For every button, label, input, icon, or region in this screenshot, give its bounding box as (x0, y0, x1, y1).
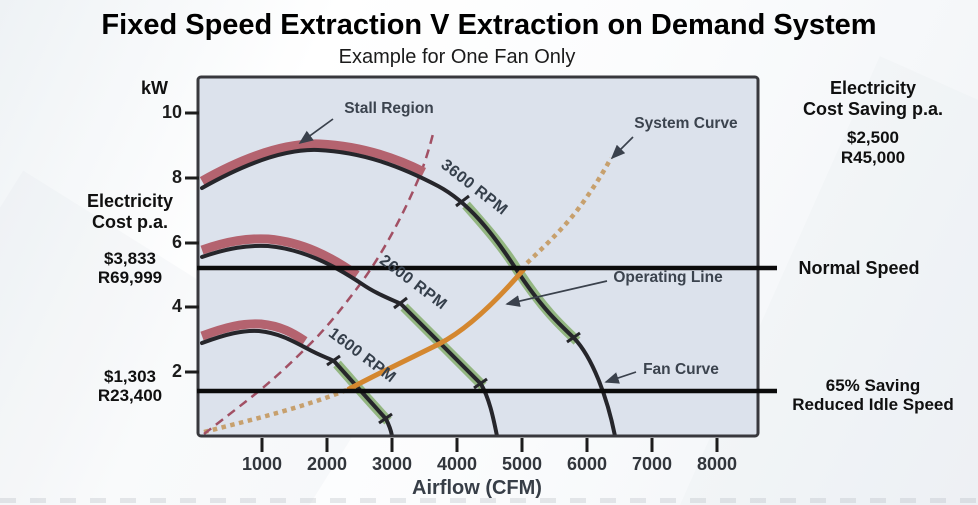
page-title: Fixed Speed Extraction V Extraction on D… (101, 9, 877, 41)
cutoff-text-fragments (0, 498, 978, 503)
x-tick-label: 3000 (371, 454, 413, 474)
heading-line: Cost Saving p.a. (802, 99, 944, 119)
stall-band-2600 (200, 234, 360, 279)
normal-cost-value: $3,833 R69,999 (50, 249, 210, 287)
cost-zar: R69,999 (97, 268, 163, 287)
operating-line-arrow (505, 280, 608, 307)
x-axis-ticks (260, 438, 719, 452)
plot-border (196, 75, 760, 438)
saving-value: $2,500 R45,000 (778, 128, 968, 168)
electricity-cost-heading: Electricity Cost p.a. (50, 191, 210, 233)
x-tick-label: 2000 (306, 454, 348, 474)
stall-band-1600 (200, 319, 308, 345)
stall-band-3600 (199, 139, 427, 185)
normal-speed-label: Normal Speed (798, 258, 920, 278)
fan-curve-arrow (604, 371, 637, 384)
system-curve-dotted-upper (525, 156, 613, 265)
x-axis-title: Airflow (CFM) (412, 477, 542, 499)
stall-region-arrow (298, 118, 334, 144)
idle-label-line: Reduced Idle Speed (792, 395, 954, 414)
stall-region-label: Stall Region (344, 100, 434, 117)
heading-line: Electricity (86, 191, 174, 211)
x-tick-label: 1000 (241, 454, 283, 474)
y-tick-label: 4 (171, 296, 182, 316)
x-tick-label: 5000 (501, 454, 543, 474)
operating-line-label: Operating Line (613, 269, 723, 286)
saving-usd: $2,500 (847, 128, 899, 147)
band-end-ticks (326, 194, 581, 425)
idle-cost-value: $1,303 R23,400 (50, 367, 210, 405)
cost-usd: $3,833 (104, 249, 156, 268)
y-tick-label: 8 (171, 167, 182, 187)
x-tick-label: 6000 (566, 454, 608, 474)
x-tick-label: 4000 (436, 454, 478, 474)
plot-area (198, 77, 758, 436)
x-tick-label: 7000 (631, 454, 673, 474)
stall-boundary-line (203, 129, 436, 435)
idle-label-line: 65% Saving (825, 376, 921, 395)
y-axis-unit-label: kW (141, 78, 168, 98)
cost-saving-heading: Electricity Cost Saving p.a. (778, 78, 968, 120)
y-tick-label: 10 (161, 102, 182, 122)
y-tick-label: 2 (171, 361, 182, 381)
x-tick-label: 8000 (696, 454, 738, 474)
page-subtitle: Example for One Fan Only (338, 46, 576, 68)
system-curve-dotted-lower (203, 386, 350, 435)
cost-zar: R23,400 (97, 386, 163, 405)
saving-zar: R45,000 (840, 148, 906, 167)
y-axis-ticks (185, 111, 199, 374)
y-tick-label: 6 (171, 232, 182, 252)
fan-curve-1600 (200, 328, 394, 435)
system-curve-label: System Curve (634, 115, 738, 132)
heading-line: Cost p.a. (91, 212, 168, 232)
annotation-arrows (298, 118, 637, 384)
cost-usd: $1,303 (104, 367, 156, 386)
operating-line (346, 266, 527, 392)
heading-line: Electricity (829, 78, 917, 98)
fan-curve-3600 (200, 147, 617, 435)
reduced-idle-speed-label: 65% Saving Reduced Idle Speed (775, 376, 971, 414)
fan-curve-label: Fan Curve (643, 361, 719, 378)
system-curve-arrow (610, 136, 634, 160)
